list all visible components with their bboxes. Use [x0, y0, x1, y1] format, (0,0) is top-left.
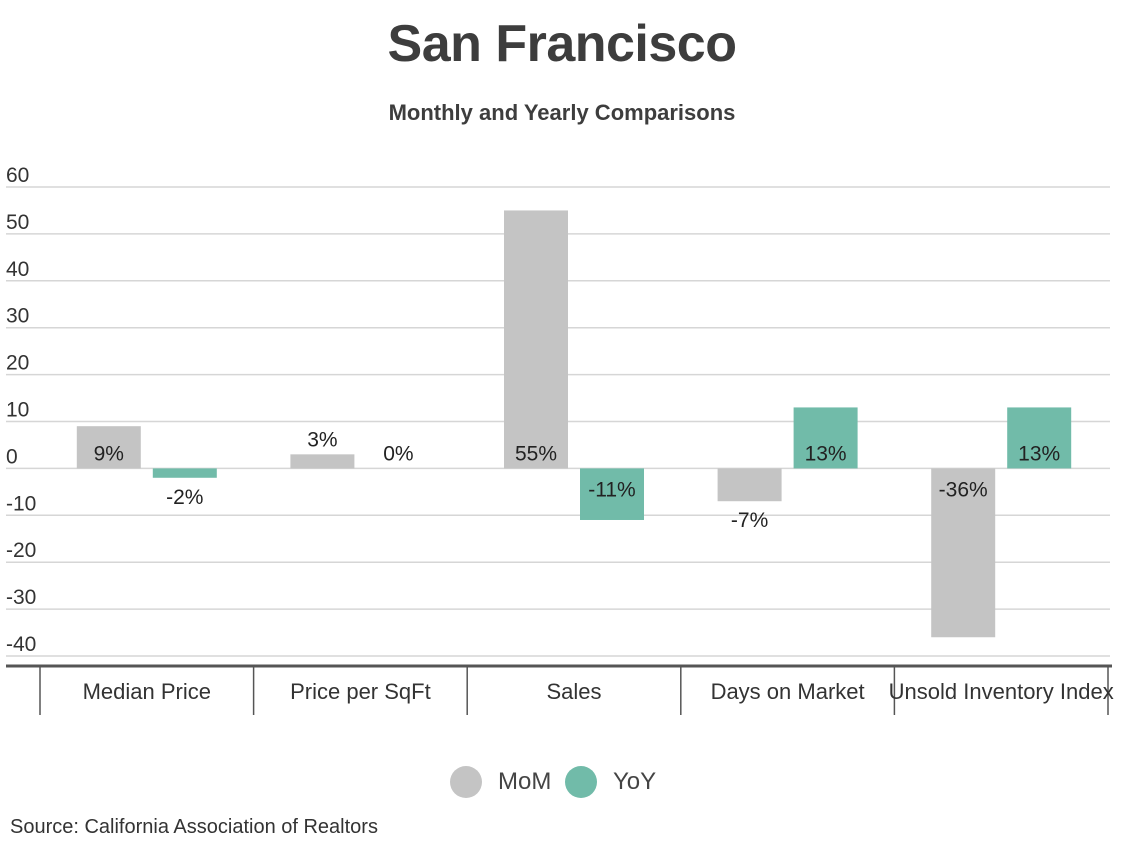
y-tick-label: 10	[6, 399, 29, 422]
y-tick-label: 60	[6, 164, 29, 187]
x-category-label: Median Price	[83, 679, 211, 704]
data-label: 13%	[1018, 442, 1060, 465]
chart-title: San Francisco	[387, 15, 737, 73]
data-label: -36%	[939, 478, 988, 501]
legend-label-yoy: YoY	[613, 768, 657, 795]
y-tick-label: 50	[6, 211, 29, 234]
y-tick-label: -10	[6, 492, 36, 515]
bar-mom	[717, 468, 782, 502]
bar-mom	[504, 210, 568, 469]
y-tick-label: -20	[6, 539, 36, 562]
bar-mom	[290, 454, 355, 469]
y-tick-label: 40	[6, 258, 29, 281]
data-label: 0%	[383, 442, 413, 465]
data-label: -7%	[731, 509, 768, 532]
bar-mom	[931, 468, 996, 638]
y-tick-label: 20	[6, 352, 29, 375]
data-label: -2%	[166, 486, 203, 509]
y-tick-label: 30	[6, 305, 29, 328]
chart-subtitle: Monthly and Yearly Comparisons	[388, 100, 736, 125]
y-tick-label: 0	[6, 445, 18, 468]
legend-swatch-mom	[450, 766, 482, 798]
bar-chart: 60 50 40 30 20 10 0 -10 -20 -30 -40 Median Price Pri…	[6, 164, 1114, 715]
data-label: 55%	[515, 442, 557, 465]
data-label: 3%	[307, 428, 337, 451]
x-category-label: Days on Market	[711, 679, 865, 704]
bar-yoy	[580, 468, 644, 520]
bar-yoy	[793, 407, 858, 469]
legend-label-mom: MoM	[498, 768, 552, 795]
data-label: 13%	[805, 442, 847, 465]
legend-item-mom: MoM	[450, 762, 551, 802]
legend-swatch-yoy	[565, 766, 597, 798]
bar-mom	[76, 426, 141, 469]
data-label: 9%	[94, 442, 124, 465]
legend-item-yoy: YoY	[565, 762, 656, 802]
bar-yoy	[1007, 407, 1072, 469]
source-note: Source: California Association of Realto…	[10, 816, 378, 838]
y-tick-label: -30	[6, 586, 36, 609]
y-tick-label: -40	[6, 633, 36, 656]
data-label: -11%	[588, 478, 635, 501]
bar-yoy	[152, 468, 217, 478]
legend: MoM YoY	[0, 762, 1124, 802]
x-category-label: Unsold Inventory Index	[889, 679, 1114, 704]
x-category-label: Sales	[546, 679, 601, 704]
x-category-label: Price per SqFt	[290, 679, 431, 704]
